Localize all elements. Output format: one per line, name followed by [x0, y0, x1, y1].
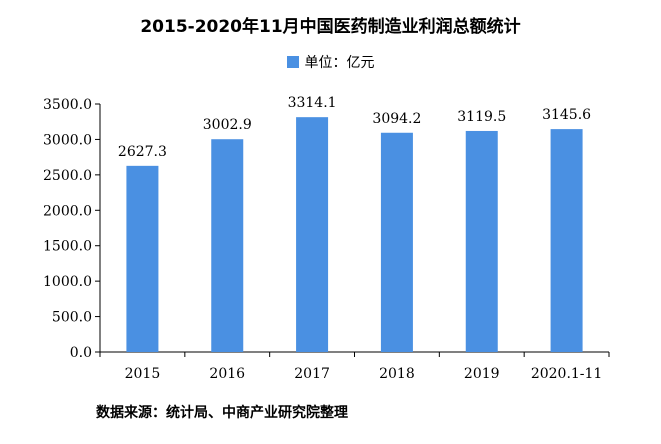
- data-label: 3094.2: [372, 111, 421, 127]
- bar: [465, 130, 498, 352]
- y-tick-label: 500.0: [52, 310, 92, 326]
- x-tick-label: 2017: [294, 366, 330, 382]
- data-label: 3314.1: [288, 95, 337, 111]
- y-tick-label: 0.0: [70, 345, 92, 361]
- data-label: 3119.5: [457, 109, 506, 125]
- y-tick-label: 2500.0: [43, 168, 92, 184]
- y-tick-label: 2000.0: [43, 203, 92, 219]
- bar: [296, 117, 329, 353]
- x-tick-label: 2019: [464, 366, 500, 382]
- y-tick-label: 1000.0: [43, 274, 92, 290]
- data-label: 3002.9: [203, 117, 252, 133]
- bar: [550, 129, 583, 352]
- x-tick-label: 2015: [125, 366, 161, 382]
- y-tick-label: 3000.0: [43, 132, 92, 148]
- legend-swatch: [286, 56, 299, 68]
- source-note: 数据来源：统计局、中商产业研究院整理: [96, 405, 348, 421]
- bar: [126, 165, 159, 352]
- x-tick-label: 2020.1-11: [531, 366, 603, 382]
- data-label: 3145.6: [542, 107, 591, 123]
- x-tick-label: 2018: [379, 366, 415, 382]
- y-tick-label: 3500.0: [43, 97, 92, 113]
- bar: [380, 132, 413, 352]
- chart-title: 2015-2020年11月中国医药制造业利润总额统计: [140, 17, 521, 37]
- x-tick-label: 2016: [209, 366, 245, 382]
- bar: [211, 139, 244, 352]
- y-tick-label: 1500.0: [43, 239, 92, 255]
- legend-label: 单位：亿元: [304, 55, 375, 71]
- legend: 单位：亿元: [0, 52, 661, 72]
- data-label: 2627.3: [118, 144, 167, 160]
